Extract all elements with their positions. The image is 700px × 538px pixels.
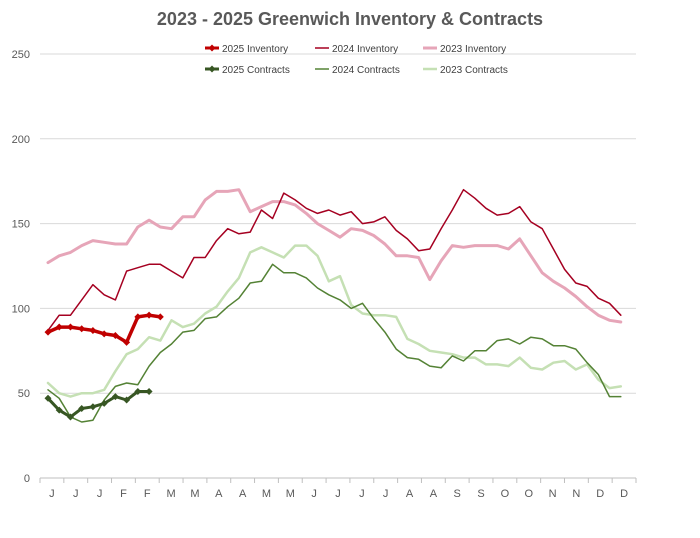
x-tick-label: M — [190, 488, 199, 500]
data-point — [55, 323, 63, 331]
legend-item: 2023 Contracts — [423, 65, 508, 76]
data-point — [156, 313, 164, 321]
x-tick-label: A — [430, 488, 438, 500]
axes: 0 50 100 150 200 250 J J J F F M M A A M M J J J J A A S S O O N N D D — [12, 49, 637, 500]
series-line — [46, 244, 623, 398]
data-point — [134, 388, 142, 396]
series-line — [46, 313, 163, 345]
x-tick-label: S — [454, 488, 461, 500]
series-2025-inventory — [44, 311, 164, 346]
data-point — [78, 404, 86, 412]
y-tick-label: 200 — [12, 134, 30, 146]
data-point — [66, 323, 74, 331]
legend-label: 2023 Contracts — [440, 65, 508, 76]
chart-title: 2023 - 2025 Greenwich Inventory & Contra… — [157, 9, 543, 29]
legend-label: 2025 Inventory — [222, 44, 288, 55]
x-tick-label: F — [144, 488, 151, 500]
x-tick-label: D — [596, 488, 604, 500]
series-line — [47, 188, 622, 332]
x-tick-label: N — [549, 488, 557, 500]
x-tick-label: O — [524, 488, 533, 500]
data-point — [78, 325, 86, 333]
data-point — [111, 332, 119, 340]
series-lines — [44, 188, 623, 423]
series-2023-inventory — [46, 188, 623, 324]
legend-item: 2024 Inventory — [315, 44, 398, 55]
data-point — [145, 388, 153, 396]
series-line — [46, 188, 623, 324]
x-tick-label: A — [239, 488, 247, 500]
y-tick-label: 100 — [12, 303, 30, 315]
legend-marker — [208, 44, 216, 52]
y-tick-label: 150 — [12, 219, 30, 231]
y-tick-label: 250 — [12, 49, 30, 61]
data-point — [111, 393, 119, 401]
series-2024-inventory — [47, 188, 622, 332]
data-point — [100, 399, 108, 407]
data-point — [134, 313, 142, 321]
series-2023-contracts — [46, 244, 623, 398]
legend-item: 2023 Inventory — [423, 44, 506, 55]
data-point — [123, 338, 131, 346]
x-tick-label: J — [335, 488, 341, 500]
data-point — [145, 311, 153, 319]
x-tick-label: J — [97, 488, 103, 500]
legend-item: 2025 Inventory — [205, 44, 288, 55]
gridlines — [40, 53, 636, 394]
data-point — [100, 330, 108, 338]
series-line — [46, 390, 151, 419]
y-tick-label: 50 — [18, 388, 30, 400]
series-2025-contracts — [44, 388, 153, 421]
legend-label: 2024 Contracts — [332, 65, 400, 76]
x-tick-label: A — [406, 488, 414, 500]
x-tick-label: J — [311, 488, 317, 500]
x-tick-label: A — [215, 488, 223, 500]
x-tick-label: J — [49, 488, 55, 500]
legend-label: 2025 Contracts — [222, 65, 290, 76]
y-tick-label: 0 — [24, 473, 30, 485]
data-point — [55, 406, 63, 414]
legend-item: 2025 Contracts — [205, 65, 290, 76]
data-point — [89, 326, 97, 334]
x-tick-label: O — [501, 488, 510, 500]
data-point — [89, 403, 97, 411]
legend-item: 2024 Contracts — [315, 65, 400, 76]
legend-label: 2024 Inventory — [332, 44, 398, 55]
data-point — [123, 396, 131, 404]
legend-marker — [208, 65, 216, 73]
x-tick-label: J — [359, 488, 365, 500]
data-point — [44, 394, 52, 402]
series-line — [47, 263, 622, 423]
x-tick-label: M — [262, 488, 271, 500]
x-tick-label: M — [286, 488, 295, 500]
legend-label: 2023 Inventory — [440, 44, 506, 55]
data-point — [44, 328, 52, 336]
x-tick-label: F — [120, 488, 127, 500]
x-tick-label: N — [572, 488, 580, 500]
x-tick-label: M — [167, 488, 176, 500]
x-tick-label: D — [620, 488, 628, 500]
x-tick-label: S — [477, 488, 484, 500]
x-tick-label: J — [73, 488, 79, 500]
x-tick-label: J — [383, 488, 389, 500]
data-point — [66, 413, 74, 421]
series-2024-contracts — [47, 263, 622, 423]
legend: 2025 Inventory 2024 Inventory 2023 Invento… — [205, 44, 508, 76]
